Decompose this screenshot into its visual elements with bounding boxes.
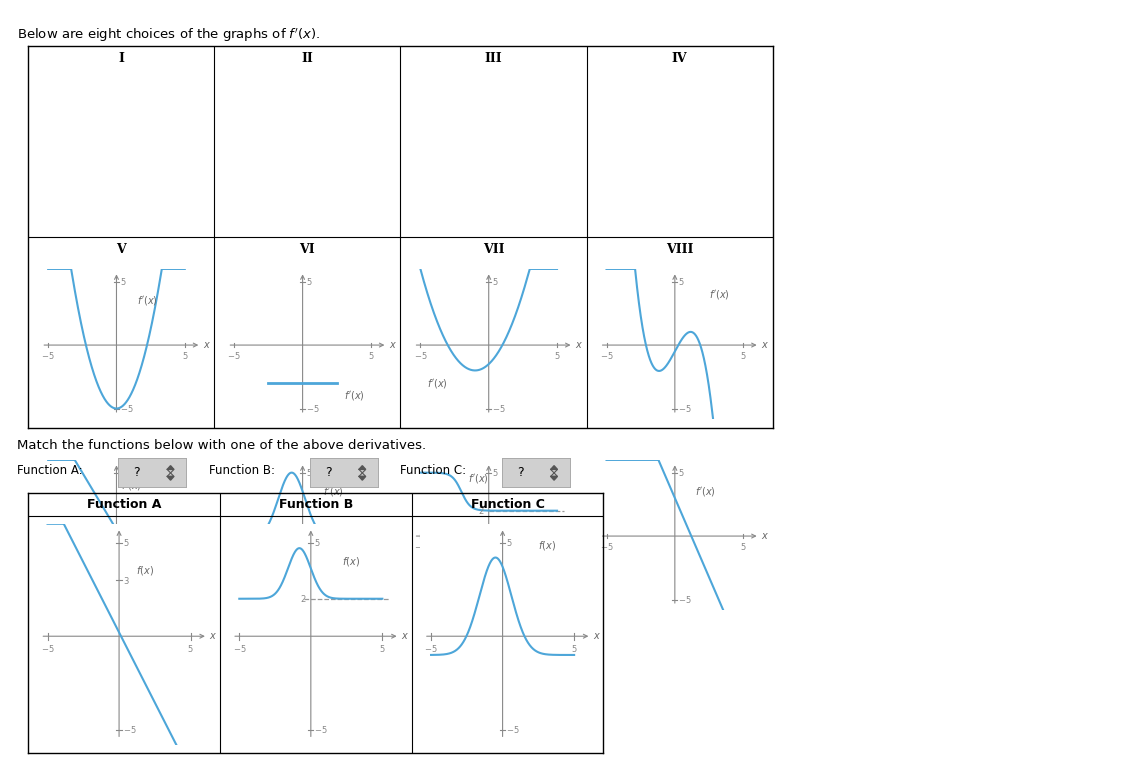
Text: $5$: $5$ bbox=[678, 276, 685, 287]
Text: $5$: $5$ bbox=[182, 540, 188, 552]
Text: $f'(x)$: $f'(x)$ bbox=[468, 472, 490, 485]
Text: $-5$: $-5$ bbox=[228, 349, 241, 361]
Text: IV: IV bbox=[672, 52, 687, 65]
Text: $f'(x)$: $f'(x)$ bbox=[428, 377, 448, 390]
Text: $5$: $5$ bbox=[740, 349, 747, 361]
Text: VIII: VIII bbox=[666, 243, 694, 256]
Text: $5$: $5$ bbox=[123, 537, 130, 548]
Text: $x$: $x$ bbox=[389, 340, 397, 350]
Text: $x$: $x$ bbox=[400, 631, 409, 641]
Text: $5$: $5$ bbox=[492, 276, 499, 287]
Text: $-5$: $-5$ bbox=[506, 724, 520, 736]
Text: $5$: $5$ bbox=[554, 349, 561, 361]
Text: $-5$: $-5$ bbox=[306, 403, 319, 414]
Text: Function A:: Function A: bbox=[17, 464, 82, 478]
Text: $-5$: $-5$ bbox=[228, 540, 241, 552]
Text: ?: ? bbox=[325, 466, 332, 480]
Text: $5$: $5$ bbox=[379, 643, 386, 654]
Text: $f(x)$: $f(x)$ bbox=[538, 539, 556, 552]
Text: $-5$: $-5$ bbox=[123, 724, 136, 736]
Text: $-5$: $-5$ bbox=[678, 594, 691, 605]
Text: $-5$: $-5$ bbox=[306, 594, 319, 605]
Text: $-5$: $-5$ bbox=[42, 540, 55, 552]
Text: $x$: $x$ bbox=[203, 531, 211, 541]
Text: $-5$: $-5$ bbox=[492, 403, 505, 414]
Polygon shape bbox=[359, 477, 365, 481]
Polygon shape bbox=[167, 465, 174, 469]
Text: $x$: $x$ bbox=[203, 340, 211, 350]
Text: $-5$: $-5$ bbox=[315, 724, 328, 736]
Text: $5$: $5$ bbox=[571, 643, 578, 654]
Text: $5$: $5$ bbox=[678, 467, 685, 478]
Text: ?: ? bbox=[133, 466, 140, 480]
Text: $5$: $5$ bbox=[120, 276, 126, 287]
Text: $5$: $5$ bbox=[492, 467, 499, 478]
Text: $-5$: $-5$ bbox=[600, 349, 614, 361]
Text: $x$: $x$ bbox=[761, 531, 769, 541]
Text: $-5$: $-5$ bbox=[232, 643, 246, 654]
Text: $-5$: $-5$ bbox=[42, 349, 55, 361]
Text: $5$: $5$ bbox=[368, 349, 374, 361]
Polygon shape bbox=[550, 465, 557, 469]
Text: Function C:: Function C: bbox=[400, 464, 467, 478]
Text: $f'(x)$: $f'(x)$ bbox=[121, 479, 141, 492]
Text: Match the functions below with one of the above derivatives.: Match the functions below with one of th… bbox=[17, 439, 426, 452]
Text: $f(x)$: $f(x)$ bbox=[342, 555, 360, 568]
Text: III: III bbox=[485, 52, 502, 65]
Text: $2$: $2$ bbox=[300, 594, 307, 604]
Text: $5$: $5$ bbox=[187, 643, 194, 654]
Text: $f'(x)$: $f'(x)$ bbox=[695, 485, 716, 498]
Text: $x$: $x$ bbox=[592, 631, 601, 641]
Text: V: V bbox=[116, 243, 126, 256]
Text: $5$: $5$ bbox=[554, 540, 561, 552]
Text: $f'(x)$: $f'(x)$ bbox=[323, 485, 344, 498]
Text: $5$: $5$ bbox=[120, 467, 126, 478]
Text: $-5$: $-5$ bbox=[678, 403, 691, 414]
Text: $-5$: $-5$ bbox=[120, 403, 133, 414]
Text: Function C: Function C bbox=[470, 498, 545, 511]
Text: $5$: $5$ bbox=[182, 349, 188, 361]
Polygon shape bbox=[550, 477, 557, 481]
Text: $2$: $2$ bbox=[478, 505, 485, 516]
Text: $x$: $x$ bbox=[209, 631, 218, 641]
Text: $-5$: $-5$ bbox=[41, 643, 54, 654]
Text: $x$: $x$ bbox=[575, 531, 583, 541]
Text: $5$: $5$ bbox=[306, 467, 312, 478]
Text: $x$: $x$ bbox=[575, 340, 583, 350]
Text: $3$: $3$ bbox=[123, 575, 130, 585]
Text: $f(x)$: $f(x)$ bbox=[136, 564, 155, 577]
Text: $x$: $x$ bbox=[389, 531, 397, 541]
Text: $5$: $5$ bbox=[306, 276, 312, 287]
Text: $f'(x)$: $f'(x)$ bbox=[710, 288, 730, 301]
Text: $x$: $x$ bbox=[761, 340, 769, 350]
Text: $-5$: $-5$ bbox=[414, 540, 428, 552]
Text: Function B: Function B bbox=[279, 498, 353, 511]
Text: VI: VI bbox=[300, 243, 315, 256]
Text: $f'(x)$: $f'(x)$ bbox=[344, 390, 364, 403]
Text: $f'(x)$: $f'(x)$ bbox=[136, 294, 158, 307]
Text: $-5$: $-5$ bbox=[120, 594, 133, 605]
Text: Function A: Function A bbox=[87, 498, 161, 511]
Text: I: I bbox=[118, 52, 124, 65]
Polygon shape bbox=[167, 477, 174, 481]
Text: Function B:: Function B: bbox=[209, 464, 275, 478]
Text: $-5$: $-5$ bbox=[424, 643, 438, 654]
Text: $5$: $5$ bbox=[315, 537, 321, 548]
Text: $-5$: $-5$ bbox=[492, 594, 505, 605]
Text: Below are eight choices of the graphs of $f'(x)$.: Below are eight choices of the graphs of… bbox=[17, 27, 320, 44]
Text: II: II bbox=[301, 52, 314, 65]
Text: VII: VII bbox=[483, 243, 504, 256]
Text: $5$: $5$ bbox=[506, 537, 513, 548]
Text: ?: ? bbox=[517, 466, 523, 480]
Polygon shape bbox=[359, 465, 365, 469]
Text: $-5$: $-5$ bbox=[600, 540, 614, 552]
Text: $5$: $5$ bbox=[368, 540, 374, 552]
Text: $5$: $5$ bbox=[740, 540, 747, 552]
Text: $-5$: $-5$ bbox=[414, 349, 428, 361]
